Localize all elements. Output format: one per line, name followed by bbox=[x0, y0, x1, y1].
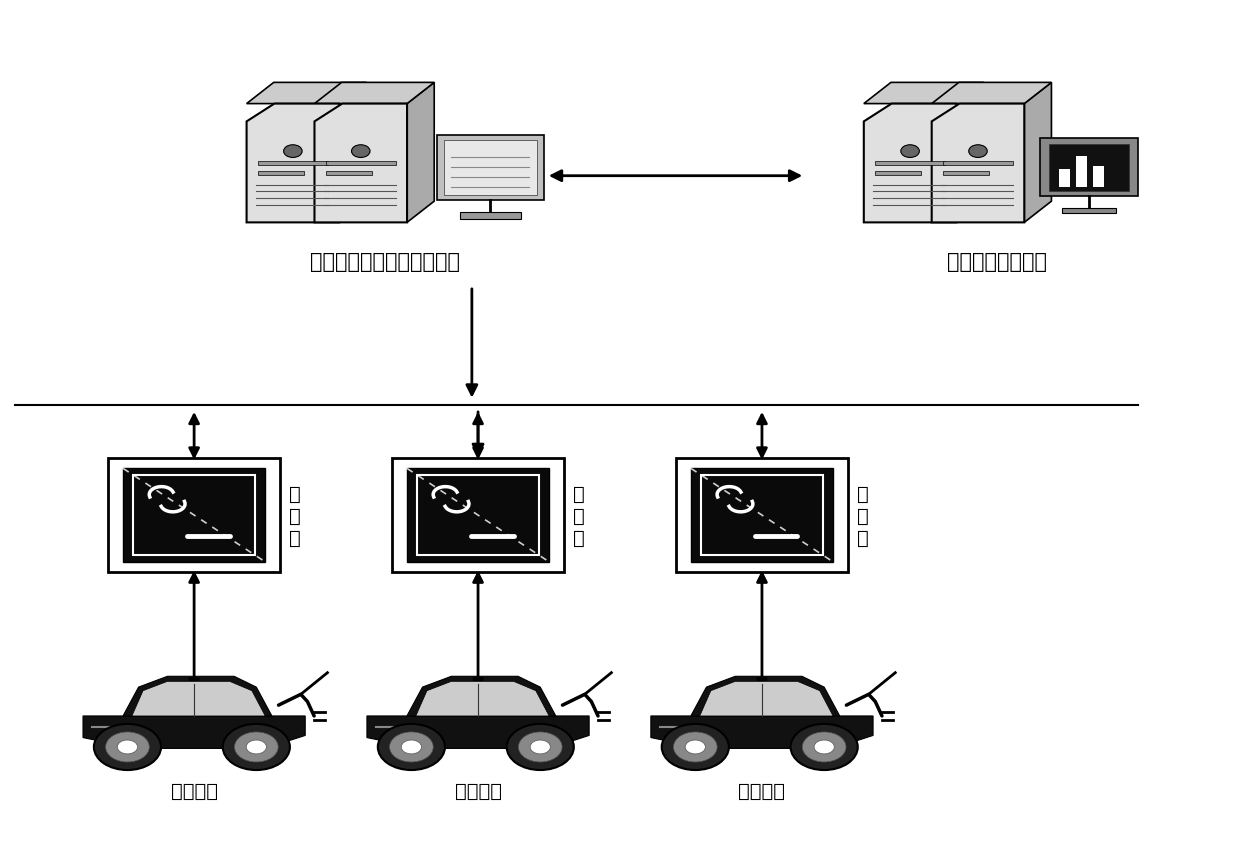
Circle shape bbox=[900, 146, 919, 159]
Text: 电动汽车需求响应管理系统: 电动汽车需求响应管理系统 bbox=[310, 252, 460, 271]
Bar bbox=[108, 459, 280, 572]
Bar bbox=[326, 171, 372, 176]
Circle shape bbox=[247, 740, 267, 754]
Bar bbox=[875, 161, 945, 166]
Circle shape bbox=[662, 724, 729, 770]
Polygon shape bbox=[407, 84, 434, 223]
Bar bbox=[1094, 166, 1105, 188]
Polygon shape bbox=[407, 676, 556, 717]
Bar bbox=[133, 476, 255, 555]
Text: 电动汽车: 电动汽车 bbox=[739, 781, 785, 800]
Circle shape bbox=[802, 732, 846, 762]
Polygon shape bbox=[931, 104, 1024, 223]
Polygon shape bbox=[315, 84, 434, 104]
Bar bbox=[942, 171, 990, 176]
Circle shape bbox=[815, 740, 835, 754]
Polygon shape bbox=[651, 717, 873, 749]
Polygon shape bbox=[415, 682, 549, 717]
Bar bbox=[436, 136, 544, 200]
Circle shape bbox=[223, 724, 290, 770]
Text: 电动汽车: 电动汽车 bbox=[455, 781, 501, 800]
Bar bbox=[123, 469, 265, 562]
Circle shape bbox=[105, 732, 149, 762]
Bar bbox=[258, 171, 304, 176]
Polygon shape bbox=[315, 104, 407, 223]
Text: 电动汽车: 电动汽车 bbox=[171, 781, 217, 800]
Text: 充
电
桩: 充 电 桩 bbox=[857, 484, 869, 547]
Circle shape bbox=[968, 146, 987, 159]
Polygon shape bbox=[83, 717, 305, 749]
Bar bbox=[1061, 208, 1116, 214]
Circle shape bbox=[531, 740, 551, 754]
Circle shape bbox=[686, 740, 706, 754]
Circle shape bbox=[94, 724, 161, 770]
Polygon shape bbox=[131, 682, 265, 717]
Circle shape bbox=[389, 732, 433, 762]
Bar bbox=[1040, 139, 1138, 197]
Bar bbox=[1076, 157, 1087, 188]
Circle shape bbox=[791, 724, 858, 770]
Polygon shape bbox=[247, 104, 340, 223]
Bar bbox=[258, 161, 329, 166]
Bar bbox=[392, 459, 564, 572]
Polygon shape bbox=[340, 84, 366, 223]
Bar bbox=[1059, 170, 1070, 188]
Circle shape bbox=[402, 740, 422, 754]
Circle shape bbox=[378, 724, 445, 770]
Polygon shape bbox=[247, 84, 366, 104]
Bar bbox=[875, 171, 921, 176]
Polygon shape bbox=[864, 104, 956, 223]
Circle shape bbox=[673, 732, 717, 762]
Bar bbox=[942, 161, 1013, 166]
Bar bbox=[1049, 145, 1130, 191]
Polygon shape bbox=[1024, 84, 1052, 223]
Circle shape bbox=[234, 732, 278, 762]
Text: 充
电
桩: 充 电 桩 bbox=[289, 484, 301, 547]
Bar bbox=[326, 161, 396, 166]
Polygon shape bbox=[699, 682, 833, 717]
Bar bbox=[691, 469, 833, 562]
Polygon shape bbox=[367, 717, 589, 749]
Circle shape bbox=[351, 146, 370, 159]
Bar bbox=[701, 476, 823, 555]
Polygon shape bbox=[123, 676, 272, 717]
Polygon shape bbox=[956, 84, 983, 223]
Polygon shape bbox=[931, 84, 1052, 104]
Text: 充
电
桩: 充 电 桩 bbox=[573, 484, 585, 547]
Circle shape bbox=[507, 724, 574, 770]
Circle shape bbox=[118, 740, 138, 754]
Bar bbox=[676, 459, 848, 572]
Bar bbox=[444, 141, 537, 195]
Circle shape bbox=[518, 732, 562, 762]
Bar bbox=[460, 212, 521, 219]
Text: 区域电网调度系统: 区域电网调度系统 bbox=[946, 252, 1047, 271]
Polygon shape bbox=[864, 84, 983, 104]
Bar bbox=[407, 469, 549, 562]
Polygon shape bbox=[691, 676, 839, 717]
Circle shape bbox=[284, 146, 303, 159]
Bar bbox=[417, 476, 539, 555]
